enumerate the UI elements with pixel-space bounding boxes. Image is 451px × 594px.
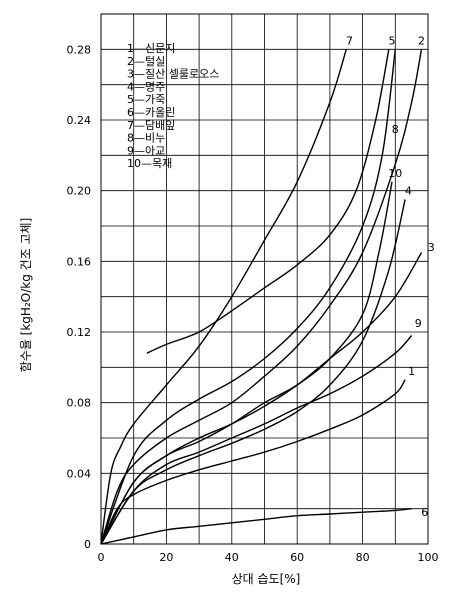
legend-entry: 3—질산 셀룰로오스 xyxy=(127,68,219,81)
x-tick-label: 40 xyxy=(225,551,239,564)
legend-entry: 2—털실 xyxy=(127,55,165,68)
series-label-6: 6 xyxy=(421,506,428,519)
legend-entry: 10—목재 xyxy=(127,157,172,170)
y-axis-title: 함수율 [kgH₂O/kg 건조 고체] xyxy=(19,218,33,373)
series-line-9 xyxy=(100,335,413,545)
series-line-5 xyxy=(100,49,396,545)
series-line-2 xyxy=(100,49,423,545)
series-label-4: 4 xyxy=(405,185,412,198)
x-axis-title: 상대 습도[%] xyxy=(232,572,301,586)
series-label-3: 3 xyxy=(428,241,435,254)
legend-entry: 8—비누 xyxy=(127,132,165,145)
axis-titles: 상대 습도[%] 함수율 [kgH₂O/kg 건조 고체] xyxy=(19,218,300,586)
legend-entry: 4—명주 xyxy=(127,80,165,93)
series-line-8 xyxy=(146,49,390,354)
series-line-4 xyxy=(100,199,406,545)
series-layer: 1 2 3 4 5 6 7 8 9 10 xyxy=(100,35,435,545)
x-tick-label: 80 xyxy=(356,551,370,564)
series-label-5: 5 xyxy=(389,35,396,48)
y-tick-label: 0.20 xyxy=(67,185,92,198)
series-line-6 xyxy=(100,508,412,545)
legend-entry: 6—카올린 xyxy=(127,106,175,119)
series-label-1: 1 xyxy=(408,365,415,378)
series-label-10: 10 xyxy=(388,167,402,180)
y-tick-label: 0.12 xyxy=(67,326,92,339)
x-tick-label: 20 xyxy=(159,551,173,564)
series-label-8: 8 xyxy=(392,123,399,136)
series-label-7: 7 xyxy=(346,35,353,48)
y-tick-label: 0.24 xyxy=(67,114,92,127)
y-tick-label: 0 xyxy=(84,538,91,551)
series-label-9: 9 xyxy=(415,317,422,330)
y-tick-label: 0.28 xyxy=(67,43,92,56)
x-tick-label: 100 xyxy=(418,551,439,564)
y-tick-label: 0.08 xyxy=(67,397,92,410)
x-tick-label: 0 xyxy=(98,551,105,564)
series-line-1 xyxy=(100,379,406,545)
series-line-7 xyxy=(100,49,347,545)
series-line-10 xyxy=(100,181,393,545)
legend-entry: 1—신문지 xyxy=(127,42,175,55)
series-label-2: 2 xyxy=(418,35,425,48)
y-tick-label: 0.04 xyxy=(67,467,92,480)
legend-entry: 5—가죽 xyxy=(127,93,165,106)
legend-entry: 7—담배잎 xyxy=(127,119,175,132)
x-tick-label: 60 xyxy=(290,551,304,564)
axis-layer: 0 20 40 60 80 100 0 0.04 0.08 0.12 0.16 0.20 0.24 0.2… xyxy=(67,43,439,564)
legend-entry: 9—아교 xyxy=(127,144,165,157)
y-tick-label: 0.16 xyxy=(67,255,92,268)
series-line-3 xyxy=(100,252,423,545)
